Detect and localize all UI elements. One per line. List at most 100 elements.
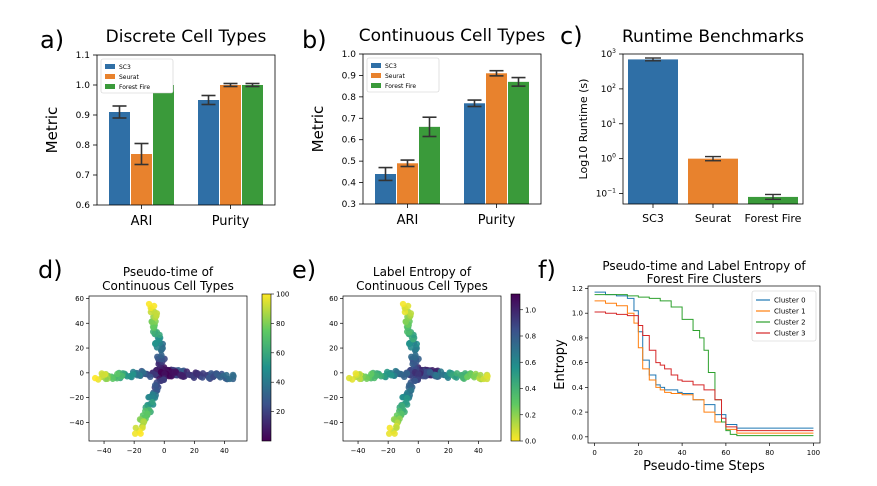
x-tick-label: Forest Fire — [745, 212, 802, 225]
scatter-point — [412, 352, 419, 359]
y-tick-label: 60 — [75, 295, 84, 303]
scatter-point — [149, 399, 156, 406]
plot-frame — [342, 295, 502, 442]
chart-title: Continuous Cell Types — [102, 279, 234, 293]
x-tick-label: 0 — [416, 447, 420, 455]
scatter-point — [345, 374, 353, 382]
chart-continuous-cell-types: Continuous Cell Types Metric 0.3 0.4 0.5 0.6 0… — [309, 26, 545, 228]
legend-label: Cluster 2 — [774, 319, 806, 327]
y-tick-label: 100 — [601, 153, 616, 165]
colorbar-tick-label: 1.0 — [525, 306, 536, 314]
colorbar-tick-label: 40 — [276, 379, 285, 387]
x-tick-label: −40 — [97, 447, 112, 455]
plot-frame — [362, 53, 542, 205]
y-tick-label: 0.8 — [76, 141, 91, 151]
colorbar — [261, 293, 272, 442]
scatter-point — [147, 373, 154, 381]
y-tick-label: 40 — [329, 320, 338, 328]
x-tick-label: 40 — [220, 447, 229, 455]
y-tick-label: 103 — [601, 48, 616, 60]
bar — [508, 81, 529, 204]
legend-label: Cluster 0 — [774, 297, 806, 305]
legend: SC3 Seurat Forest Fire — [100, 58, 174, 94]
scatter-point — [131, 430, 139, 437]
scatter-point — [433, 372, 440, 379]
legend-swatch — [371, 83, 381, 88]
legend-label: Seurat — [385, 73, 405, 80]
plot-frame — [587, 285, 821, 444]
chart-title: Forest Fire Clusters — [647, 272, 762, 286]
panel-letter-f: f) — [538, 256, 556, 284]
x-tick-label: −20 — [127, 447, 142, 455]
legend-label: Cluster 3 — [774, 330, 806, 338]
colorbar-tick-label: 0.8 — [525, 333, 536, 341]
bar — [109, 112, 130, 205]
scatter-point — [386, 424, 393, 432]
scatter-point — [391, 430, 398, 437]
scatter-point — [91, 374, 99, 382]
x-tick-label: SC3 — [642, 212, 664, 225]
panel-letter-b: b) — [302, 26, 327, 54]
x-tick-label: ARI — [397, 213, 419, 228]
panel-letter-a: a) — [40, 26, 64, 54]
x-tick-label: 40 — [474, 447, 483, 455]
y-tick-label: 0.6 — [76, 201, 91, 211]
y-axis-label: Metric — [309, 106, 327, 153]
scatter-point — [407, 310, 415, 317]
x-tick-label: ARI — [131, 214, 153, 229]
scatter-point — [158, 352, 165, 359]
y-tick-label: 1.0 — [572, 310, 583, 318]
plot-frame — [96, 54, 276, 206]
chart-title: Label Entropy of — [373, 265, 472, 279]
chart-title: Pseudo-time of — [123, 265, 214, 279]
x-tick-label: 0 — [162, 447, 166, 455]
y-axis-label: Metric — [43, 107, 61, 154]
y-tick-label: 0.7 — [76, 171, 90, 181]
scatter-point — [230, 372, 237, 380]
colorbar-tick-label: 20 — [276, 408, 285, 416]
chart-discrete-cell-types: Discrete Cell Types Metric 0.6 0.7 0.8 0.9 1.0… — [43, 27, 276, 229]
y-tick-label: 0.6 — [342, 136, 357, 146]
scatter-point — [405, 381, 413, 389]
legend-label: Seurat — [119, 74, 139, 81]
chart-title: Continuous Cell Types — [359, 26, 546, 46]
bar — [153, 85, 174, 205]
y-tick-label: 0.8 — [342, 93, 357, 103]
y-tick-label: 1.0 — [76, 81, 91, 91]
legend-label: SC3 — [119, 64, 131, 71]
y-tick-label: 0.2 — [572, 409, 583, 417]
panel-letter-d: d) — [38, 256, 63, 284]
x-tick-label: Purity — [212, 214, 250, 229]
scatter-point — [153, 310, 161, 317]
x-tick-label: 20 — [444, 447, 453, 455]
x-tick-label: 60 — [721, 449, 730, 457]
scatter-points — [345, 300, 491, 437]
y-axis-label: Log10 Runtime (s) — [577, 79, 590, 180]
y-tick-label: 1.1 — [76, 51, 90, 61]
x-tick-label: 40 — [678, 449, 687, 457]
bar — [419, 126, 440, 204]
scatter-point — [399, 300, 407, 308]
legend-label: Forest Fire — [385, 83, 416, 90]
y-tick-label: 102 — [601, 83, 616, 95]
colorbar-tick-label: 100 — [276, 291, 289, 299]
legend-box — [100, 58, 174, 94]
chart-title: Continuous Cell Types — [356, 279, 488, 293]
y-tick-label: 0 — [80, 369, 84, 377]
x-tick-label: Purity — [478, 213, 516, 228]
colorbar-tick-label: 0.2 — [525, 411, 536, 419]
colorbar-tick-label: 0.0 — [525, 438, 536, 446]
scatter-point — [199, 370, 207, 377]
y-tick-label: 20 — [75, 345, 84, 353]
legend-swatch — [105, 74, 115, 79]
legend-label: SC3 — [385, 63, 397, 70]
scatter-point — [406, 340, 413, 347]
y-tick-label: 40 — [75, 320, 84, 328]
bar — [220, 85, 241, 205]
y-tick-label: 0.9 — [342, 71, 357, 81]
bar — [242, 85, 263, 205]
bar — [628, 59, 678, 204]
